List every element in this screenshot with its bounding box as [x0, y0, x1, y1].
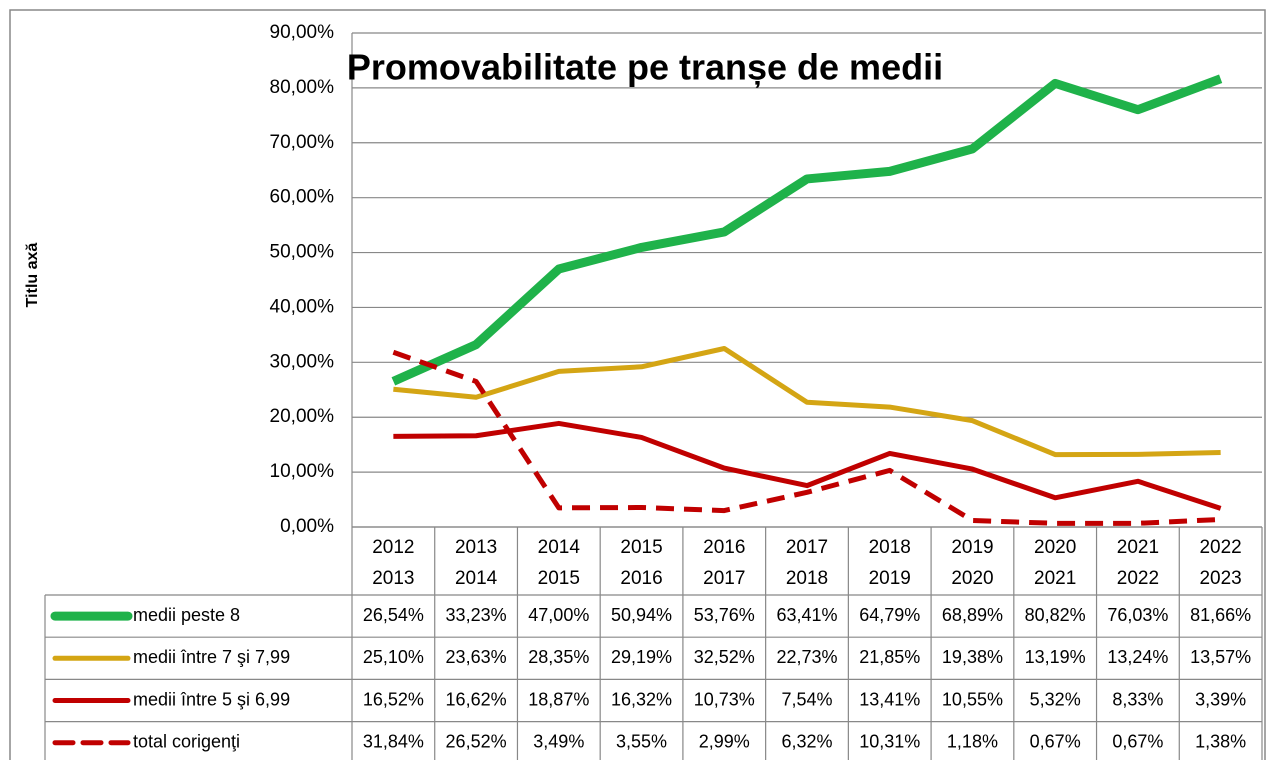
data-label: 3,39% — [1195, 689, 1246, 709]
data-label: 16,62% — [446, 689, 507, 709]
data-label: 10,31% — [859, 731, 920, 751]
legend-label: total corigenţi — [133, 731, 240, 751]
y-tick-label: 80,00% — [270, 77, 335, 98]
y-tick-label: 0,00% — [280, 516, 334, 537]
x-tick-label: 2016 — [703, 537, 745, 558]
y-tick-label: 60,00% — [270, 187, 335, 208]
x-tick-label: 2022 — [1117, 568, 1159, 589]
x-tick-label: 2013 — [372, 568, 414, 589]
y-tick-label: 30,00% — [270, 351, 335, 372]
series-line — [391, 74, 1223, 386]
x-tick-label: 2021 — [1034, 568, 1076, 589]
data-label: 0,67% — [1030, 731, 1081, 751]
data-label: 21,85% — [859, 647, 920, 667]
data-label: 3,49% — [533, 731, 584, 751]
x-tick-label: 2017 — [786, 537, 828, 558]
y-tick-label: 70,00% — [270, 132, 335, 153]
data-label: 53,76% — [694, 605, 755, 625]
data-label: 47,00% — [528, 605, 589, 625]
data-label: 6,32% — [781, 731, 832, 751]
x-tick-label: 2022 — [1199, 537, 1241, 558]
data-label: 33,23% — [446, 605, 507, 625]
y-tick-label: 50,00% — [270, 242, 335, 263]
x-tick-label: 2017 — [703, 568, 745, 589]
x-tick-label: 2016 — [620, 568, 662, 589]
data-label: 22,73% — [776, 647, 837, 667]
data-label: 23,63% — [446, 647, 507, 667]
y-tick-label: 40,00% — [270, 296, 335, 317]
legend-label: medii peste 8 — [133, 605, 240, 625]
data-label: 8,33% — [1112, 689, 1163, 709]
x-tick-label: 2015 — [538, 568, 580, 589]
data-label: 19,38% — [942, 647, 1003, 667]
y-tick-label: 20,00% — [270, 406, 335, 427]
data-label: 16,32% — [611, 689, 672, 709]
data-label: 7,54% — [781, 689, 832, 709]
data-label: 64,79% — [859, 605, 920, 625]
data-label: 25,10% — [363, 647, 424, 667]
x-tick-label: 2014 — [455, 568, 498, 589]
x-tick-label: 2020 — [951, 568, 993, 589]
series-line — [393, 420, 1222, 511]
x-tick-label: 2018 — [869, 537, 911, 558]
data-label: 76,03% — [1107, 605, 1168, 625]
data-label: 81,66% — [1190, 605, 1251, 625]
x-tick-label: 2014 — [538, 537, 581, 558]
chart-title: Promovabilitate pe tranșe de medii — [347, 47, 943, 88]
x-tick-label: 2018 — [786, 568, 828, 589]
data-label: 13,41% — [859, 689, 920, 709]
data-label: 32,52% — [694, 647, 755, 667]
chart-frame — [9, 9, 1266, 765]
data-label: 13,57% — [1190, 647, 1251, 667]
data-label: 28,35% — [528, 647, 589, 667]
data-label: 29,19% — [611, 647, 672, 667]
data-label: 18,87% — [528, 689, 589, 709]
series-line — [393, 346, 1221, 458]
x-tick-label: 2015 — [620, 537, 662, 558]
data-label: 1,38% — [1195, 731, 1246, 751]
data-label: 31,84% — [363, 731, 424, 751]
x-tick-label: 2019 — [951, 537, 993, 558]
data-label: 26,54% — [363, 605, 424, 625]
x-tick-label: 2021 — [1117, 537, 1159, 558]
data-label: 13,24% — [1107, 647, 1168, 667]
data-label: 13,19% — [1025, 647, 1086, 667]
legend-label: medii între 5 şi 6,99 — [133, 689, 290, 709]
data-label: 1,18% — [947, 731, 998, 751]
data-label: 26,52% — [446, 731, 507, 751]
data-label: 10,73% — [694, 689, 755, 709]
data-label: 10,55% — [942, 689, 1003, 709]
data-label: 3,55% — [616, 731, 667, 751]
data-label: 5,32% — [1030, 689, 1081, 709]
data-label: 50,94% — [611, 605, 672, 625]
legend-label: medii între 7 şi 7,99 — [133, 647, 290, 667]
y-tick-label: 90,00% — [270, 22, 335, 43]
data-label: 2,99% — [699, 731, 750, 751]
x-tick-label: 2012 — [372, 537, 414, 558]
data-label: 68,89% — [942, 605, 1003, 625]
y-axis-title: Titlu axă — [24, 243, 41, 308]
data-label: 80,82% — [1025, 605, 1086, 625]
y-tick-label: 10,00% — [270, 461, 335, 482]
x-tick-label: 2023 — [1199, 568, 1241, 589]
data-label: 16,52% — [363, 689, 424, 709]
data-label: 63,41% — [776, 605, 837, 625]
series-line — [392, 349, 1221, 526]
x-tick-label: 2019 — [869, 568, 911, 589]
x-tick-label: 2013 — [455, 537, 497, 558]
data-label: 0,67% — [1112, 731, 1163, 751]
x-tick-label: 2020 — [1034, 537, 1076, 558]
